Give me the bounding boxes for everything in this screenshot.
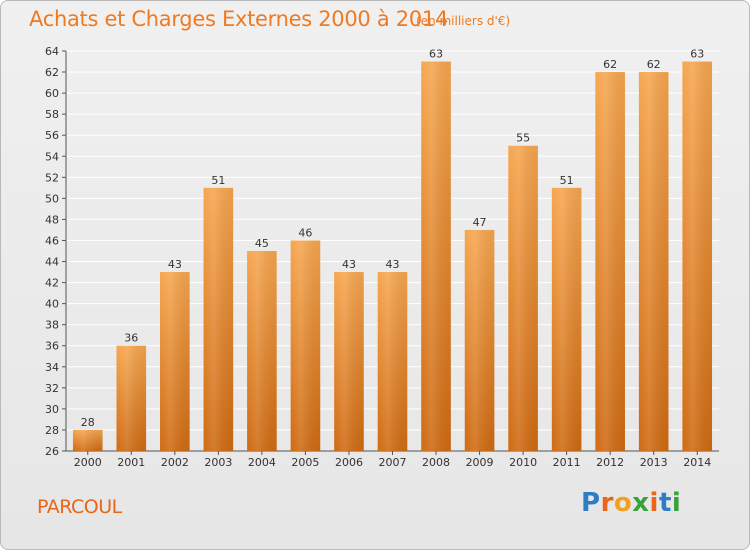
bar-shine-2014: [682, 61, 713, 452]
data-label-2010: 55: [516, 132, 530, 145]
y-tick-label: 58: [45, 108, 59, 121]
bar-shine-2003: [203, 187, 234, 451]
y-tick-label: 40: [45, 298, 59, 311]
bar-shine-2009: [464, 229, 495, 451]
place-name: PARCOUL: [37, 496, 122, 518]
logo-letter: r: [600, 488, 614, 518]
logo-letter: o: [613, 488, 633, 518]
y-tick-label: 34: [45, 361, 59, 374]
logo-letter: x: [632, 488, 650, 518]
data-label-2006: 43: [342, 258, 356, 271]
x-tick-label-2007: 2007: [379, 456, 407, 469]
y-tick-label: 56: [45, 129, 59, 142]
bar-shine-2010: [508, 145, 538, 451]
data-label-2007: 43: [386, 258, 400, 271]
y-tick-label: 28: [45, 424, 59, 437]
y-tick-label: 50: [45, 192, 59, 205]
x-tick-label-2011: 2011: [553, 456, 581, 469]
y-tick-label: 36: [45, 340, 59, 353]
x-tick-label-2013: 2013: [640, 456, 668, 469]
proxiti-logo: Proxiti: [581, 488, 681, 518]
x-tick-label-2012: 2012: [596, 456, 624, 469]
chart-title: Achats et Charges Externes 2000 à 2014: [29, 7, 449, 31]
y-tick-label: 30: [45, 403, 59, 416]
x-tick-label-2000: 2000: [74, 456, 102, 469]
y-tick-label: 48: [45, 213, 59, 226]
x-tick-label-2003: 2003: [204, 456, 232, 469]
bar-shine-2004: [247, 251, 277, 451]
data-label-2002: 43: [168, 258, 182, 271]
data-label-2008: 63: [429, 48, 443, 61]
data-label-2013: 62: [647, 58, 661, 71]
x-tick-label-2005: 2005: [291, 456, 319, 469]
data-label-2009: 47: [473, 216, 487, 229]
y-tick-label: 46: [45, 234, 59, 247]
y-tick-label: 60: [45, 87, 59, 100]
bar-shine-2002: [160, 272, 190, 451]
data-label-2004: 45: [255, 237, 269, 250]
bar-shine-2007: [377, 272, 408, 451]
chart-subtitle: (en milliers d'€): [416, 14, 511, 28]
data-label-2000: 28: [81, 416, 95, 429]
x-tick-label-2008: 2008: [422, 456, 450, 469]
x-tick-label-2009: 2009: [466, 456, 494, 469]
y-tick-label: 42: [45, 277, 59, 290]
x-tick-label-2002: 2002: [161, 456, 189, 469]
x-tick-label-2006: 2006: [335, 456, 363, 469]
data-label-2001: 36: [124, 332, 138, 345]
logo-letter: t: [658, 488, 672, 518]
y-tick-label: 32: [45, 382, 59, 395]
bar-shine-2000: [72, 429, 103, 451]
data-label-2014: 63: [690, 48, 704, 61]
bar-shine-2001: [116, 345, 147, 451]
bar-shine-2008: [421, 61, 451, 452]
logo-letter: i: [649, 488, 659, 518]
logo-letter: i: [671, 488, 682, 518]
logo-letter: P: [581, 488, 601, 518]
bar-shine-2005: [290, 240, 321, 451]
x-tick-label-2014: 2014: [683, 456, 711, 469]
bar-shine-2012: [595, 72, 625, 451]
y-tick-label: 62: [45, 66, 59, 79]
y-tick-label: 52: [45, 171, 59, 184]
x-tick-label-2010: 2010: [509, 456, 537, 469]
bar-shine-2013: [638, 72, 669, 451]
y-tick-label: 44: [45, 256, 59, 269]
x-tick-label-2001: 2001: [117, 456, 145, 469]
data-label-2011: 51: [560, 174, 574, 187]
data-label-2005: 46: [298, 226, 312, 239]
y-tick-label: 38: [45, 319, 59, 332]
y-tick-label: 54: [45, 150, 59, 163]
data-label-2003: 51: [211, 174, 225, 187]
bar-shine-2006: [334, 272, 364, 451]
y-tick-label: 26: [45, 445, 59, 458]
x-tick-label-2004: 2004: [248, 456, 276, 469]
y-tick-label: 64: [45, 45, 59, 58]
bar-shine-2011: [551, 187, 582, 451]
data-label-2012: 62: [603, 58, 617, 71]
